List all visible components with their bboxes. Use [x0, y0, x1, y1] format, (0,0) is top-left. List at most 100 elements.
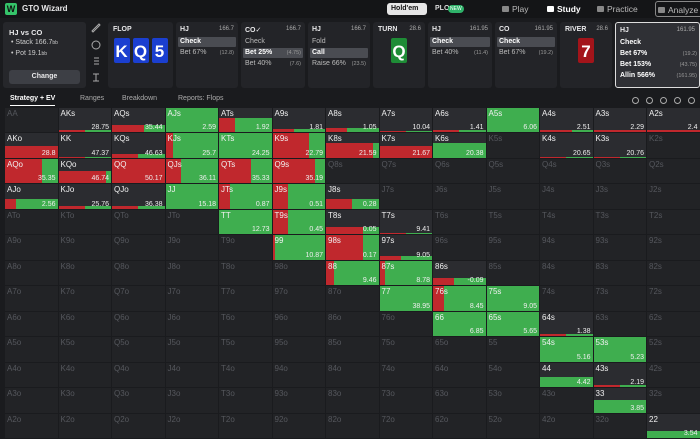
hand-cell[interactable]: A5s 6.06 [486, 108, 539, 133]
hand-cell[interactable]: A7s 10.04 [379, 108, 432, 133]
hand-cell[interactable]: 88 9.46 [326, 260, 379, 286]
hand-cell-empty[interactable]: 83s [593, 260, 646, 286]
hand-cell-empty[interactable]: 86o [326, 311, 379, 337]
hand-cell[interactable]: A8s 1.05 [326, 108, 379, 133]
hand-cell-empty[interactable]: 63s [593, 311, 646, 337]
hand-cell-empty[interactable]: K2o [58, 413, 111, 438]
hand-cell-empty[interactable]: K5s [486, 133, 539, 158]
hand-cell-empty[interactable]: 42s [647, 362, 700, 388]
hand-cell-empty[interactable]: 63o [433, 388, 486, 413]
player-column[interactable]: HJ 166.7 Fold Call Raise 66% (23.5) [308, 22, 370, 88]
hand-cell-empty[interactable]: 95s [486, 235, 539, 260]
player-column[interactable]: HJ 166.7 Check Bet 67% (12.8) [176, 22, 238, 88]
hand-cell-empty[interactable]: 62s [647, 311, 700, 337]
hand-cell-empty[interactable]: 43o [540, 388, 593, 413]
hand-cell-empty[interactable]: T5s [486, 209, 539, 235]
hand-cell-empty[interactable]: T8o [219, 260, 272, 286]
hand-cell[interactable]: KK 47.37 [58, 133, 111, 158]
hand-cell[interactable]: AKo 28.8 [5, 133, 58, 158]
hand-cell[interactable]: AJs 2.59 [165, 108, 218, 133]
hand-cell[interactable]: T7s 9.41 [379, 209, 432, 235]
hand-cell-empty[interactable]: JTo [165, 209, 218, 235]
hand-cell-empty[interactable]: 73o [379, 388, 432, 413]
hand-cell-empty[interactable]: Q9o [112, 235, 165, 260]
action-row[interactable]: Call [310, 48, 368, 58]
hand-cell[interactable]: K7s 21.67 [379, 133, 432, 158]
hand-cell[interactable]: 22 3.54 [647, 413, 700, 438]
action-row[interactable]: Bet 40% (11.4) [430, 48, 490, 58]
hand-cell[interactable]: JTs 0.87 [219, 184, 272, 209]
hand-cell[interactable]: J8s 0.28 [326, 184, 379, 209]
hand-cell-empty[interactable]: 94s [540, 235, 593, 260]
action-row[interactable]: Allin 566% (161.95) [618, 71, 699, 81]
hand-cell[interactable]: 43s 2.19 [593, 362, 646, 388]
hand-cell-empty[interactable]: J7o [165, 286, 218, 311]
hand-cell-empty[interactable]: T7o [219, 286, 272, 311]
hand-cell-empty[interactable]: 84s [540, 260, 593, 286]
hand-cell-empty[interactable]: J7s [379, 184, 432, 209]
hand-cell-empty[interactable]: J4s [540, 184, 593, 209]
hand-cell[interactable]: AKs 28.75 [58, 108, 111, 133]
view-icon[interactable] [674, 97, 681, 104]
hand-cell-empty[interactable]: 85o [326, 337, 379, 362]
hand-cell-empty[interactable]: A3o [5, 388, 58, 413]
hand-cell-empty[interactable]: 32o [593, 413, 646, 438]
hand-cell[interactable]: QTs 35.33 [219, 158, 272, 184]
hand-cell-empty[interactable]: 65o [433, 337, 486, 362]
hand-cell-empty[interactable]: A7o [5, 286, 58, 311]
hand-cell-empty[interactable]: Q7o [112, 286, 165, 311]
view-tab[interactable]: Ranges [80, 94, 104, 106]
hand-cell-empty[interactable]: Q3s [593, 158, 646, 184]
hand-cell-empty[interactable]: 52o [486, 413, 539, 438]
hand-cell-empty[interactable]: J2o [165, 413, 218, 438]
hand-cell-empty[interactable]: K2s [647, 133, 700, 158]
action-row[interactable]: Check [178, 37, 236, 47]
hand-cell[interactable]: 86s -0.09 [433, 260, 486, 286]
hand-cell-empty[interactable]: 72s [647, 286, 700, 311]
hand-cell-empty[interactable]: J2s [647, 184, 700, 209]
hand-cell-empty[interactable]: 74s [540, 286, 593, 311]
hand-cell[interactable]: QQ 50.17 [112, 158, 165, 184]
hand-cell-empty[interactable]: T3o [219, 388, 272, 413]
hand-cell-empty[interactable]: 74o [379, 362, 432, 388]
hand-cell-empty[interactable]: K5o [58, 337, 111, 362]
hand-cell[interactable]: AJo 2.56 [5, 184, 58, 209]
hand-cell-empty[interactable]: K8o [58, 260, 111, 286]
hand-cell-empty[interactable]: J5o [165, 337, 218, 362]
hand-cell-empty[interactable]: ATo [5, 209, 58, 235]
hand-cell[interactable]: Q9s 35.19 [272, 158, 325, 184]
action-row[interactable]: Check [618, 38, 699, 48]
hand-cell-empty[interactable]: 93o [272, 388, 325, 413]
hand-cell-empty[interactable]: A4o [5, 362, 58, 388]
hand-cell[interactable]: AQo 35.35 [5, 158, 58, 184]
hand-cell-empty[interactable]: T2s [647, 209, 700, 235]
hand-cell-empty[interactable]: K3o [58, 388, 111, 413]
hand-cell-empty[interactable]: 84o [326, 362, 379, 388]
hand-cell-empty[interactable]: 82o [326, 413, 379, 438]
hand-cell-empty[interactable]: K6o [58, 311, 111, 337]
nav-tab[interactable]: Analyze [655, 1, 700, 17]
hand-cell-empty[interactable]: Q4o [112, 362, 165, 388]
mode-toggle[interactable]: Hold'em [387, 3, 427, 15]
hand-cell-empty[interactable]: 83o [326, 388, 379, 413]
hand-cell-empty[interactable]: T6s [433, 209, 486, 235]
action-row[interactable]: Check [430, 37, 490, 47]
hand-cell[interactable]: AQs 35.44 [112, 108, 165, 133]
hand-cell-empty[interactable]: J6o [165, 311, 218, 337]
action-row[interactable]: Bet 67% (19.2) [618, 49, 699, 59]
hand-cell[interactable]: 66 6.85 [433, 311, 486, 337]
hand-cell[interactable]: 75s 9.05 [486, 286, 539, 311]
hand-cell-empty[interactable]: 96o [272, 311, 325, 337]
hand-cell-empty[interactable]: 92o [272, 413, 325, 438]
hand-cell-empty[interactable]: 93s [593, 235, 646, 260]
nav-tab[interactable]: Play [500, 1, 533, 17]
hand-cell-empty[interactable]: Q2o [112, 413, 165, 438]
hand-cell[interactable]: T9s 0.45 [272, 209, 325, 235]
view-icon[interactable] [660, 97, 667, 104]
mode-toggle[interactable]: PLO NEW [431, 3, 465, 15]
hand-cell-empty[interactable]: Q8o [112, 260, 165, 286]
hand-cell[interactable]: A3s 2.29 [593, 108, 646, 133]
hand-cell[interactable]: 76s 8.45 [433, 286, 486, 311]
hand-cell-empty[interactable]: 64o [433, 362, 486, 388]
player-column[interactable]: CO✓ 166.7 Check Bet 25% (4.75) Bet 40% (7.6) [241, 22, 305, 88]
